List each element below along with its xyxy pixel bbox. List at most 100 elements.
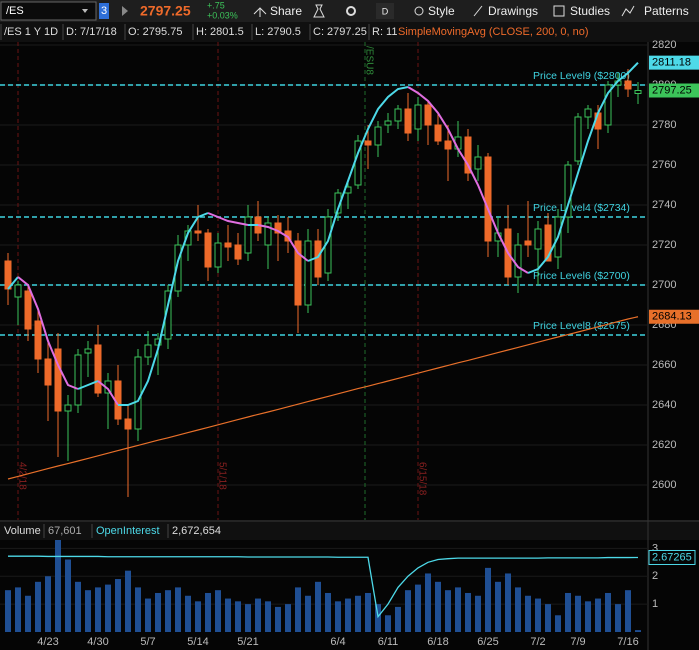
badge[interactable] — [99, 3, 109, 19]
volume-header-label: 67,601 — [48, 525, 82, 537]
x-tick-label: 6/18 — [427, 636, 448, 648]
volume-bar — [475, 595, 481, 632]
price-tag — [649, 83, 699, 98]
trend-line — [407, 86, 529, 274]
volume-bar — [305, 595, 311, 632]
dropdown-arrow[interactable] — [82, 9, 88, 13]
y-tick-label: 2740 — [652, 199, 676, 211]
y-tick-label: 2760 — [652, 159, 676, 171]
volume-bar — [245, 604, 251, 632]
price-level-label: Price Level9 ($2800) — [533, 70, 630, 82]
flask-icon[interactable] — [313, 4, 325, 18]
patterns-icon[interactable] — [621, 5, 635, 17]
style-icon[interactable] — [414, 6, 424, 16]
candle-body — [534, 228, 542, 250]
x-tick-label: 5/21 — [237, 636, 258, 648]
y-tick-label: 2820 — [652, 39, 676, 51]
d-button[interactable] — [376, 3, 394, 19]
info-item: R: 11 — [372, 26, 397, 38]
marker-label: 4/2/18 — [16, 462, 27, 490]
volume-bar — [75, 581, 81, 632]
candle-body — [474, 156, 482, 170]
toolbar — [0, 0, 699, 22]
candle-body — [24, 290, 32, 330]
volume-bar — [215, 590, 221, 632]
x-tick-label: 6/25 — [477, 636, 498, 648]
price-tag — [649, 309, 699, 324]
gear-icon[interactable] — [346, 6, 356, 16]
volume-bar — [45, 576, 51, 632]
info-item: L: 2790.5 — [255, 26, 301, 38]
volume-bar — [145, 598, 151, 632]
oi-tag-label: 2.67265 — [652, 551, 692, 563]
y-tick-label: 2600 — [652, 479, 676, 491]
toolbar-button[interactable]: Studies — [570, 4, 610, 18]
volume-bar — [325, 592, 331, 632]
trend-line — [307, 86, 409, 262]
candle-body — [484, 156, 492, 242]
candle-body — [414, 104, 422, 130]
change: +.75 — [207, 0, 225, 10]
candle-body — [384, 120, 392, 126]
candle-body — [194, 230, 202, 234]
badge-text[interactable]: 3 — [101, 5, 107, 17]
toolbar-button[interactable]: D — [382, 6, 389, 16]
candle-body — [584, 108, 592, 118]
marker-label: 6/15/18 — [416, 462, 427, 496]
candle-body — [424, 104, 432, 126]
price-tag — [649, 55, 699, 70]
volume-tick-label: 3 — [652, 542, 658, 554]
volume-bar — [25, 595, 31, 632]
symbol-box[interactable] — [0, 1, 97, 21]
toolbar-button[interactable]: Style — [428, 4, 455, 18]
toolbar-button[interactable]: Patterns — [644, 4, 689, 18]
volume-bar — [355, 595, 361, 632]
volume-bar — [555, 615, 561, 632]
candle-body — [364, 140, 372, 146]
studies-icon[interactable] — [553, 5, 565, 17]
volume-bar — [525, 595, 531, 632]
volume-bar — [115, 579, 121, 632]
trend-line — [77, 380, 99, 390]
candle-body — [214, 242, 222, 268]
toolbar-button[interactable]: Drawings — [488, 4, 538, 18]
volume-bar — [585, 601, 591, 632]
volume-bar — [225, 598, 231, 632]
x-tick-label: 5/14 — [187, 636, 208, 648]
volume-bar — [135, 587, 141, 632]
price-tag-label: 2684.13 — [652, 311, 692, 323]
candle-body — [374, 126, 382, 146]
candle-body — [44, 358, 52, 386]
info-item: O: 2795.75 — [128, 26, 182, 38]
volume-bar — [105, 584, 111, 632]
volume-bar — [235, 601, 241, 632]
symbol[interactable]: /ES — [6, 5, 24, 17]
volume-bar — [495, 581, 501, 632]
volume-bar — [595, 598, 601, 632]
price-tag-label: 2797.25 — [652, 84, 692, 96]
toolbar-button[interactable]: Share — [270, 4, 302, 18]
trend-line — [17, 276, 79, 390]
volume-bar — [125, 570, 131, 632]
candle-body — [84, 348, 92, 354]
volume-bar — [635, 630, 641, 632]
volume-bar — [565, 592, 571, 632]
volume-bar — [445, 590, 451, 632]
share-icon[interactable] — [253, 7, 267, 17]
volume-bar — [335, 601, 341, 632]
volume-bar — [255, 598, 261, 632]
volume-bar — [435, 581, 441, 632]
y-tick-label: 2640 — [652, 399, 676, 411]
candle-body — [204, 232, 212, 268]
candle-body — [144, 344, 152, 358]
price-level-label: Price Level8 ($2675) — [533, 320, 630, 332]
volume-bar — [505, 573, 511, 632]
info-item: /ES 1 Y 1D — [4, 26, 58, 38]
candle-body — [604, 84, 612, 126]
candle-body — [314, 240, 322, 278]
volume-bar — [275, 606, 281, 632]
candle-body — [64, 404, 72, 412]
volume-bar — [615, 604, 621, 632]
drawings-icon[interactable] — [473, 5, 483, 17]
volume-bar — [455, 587, 461, 632]
